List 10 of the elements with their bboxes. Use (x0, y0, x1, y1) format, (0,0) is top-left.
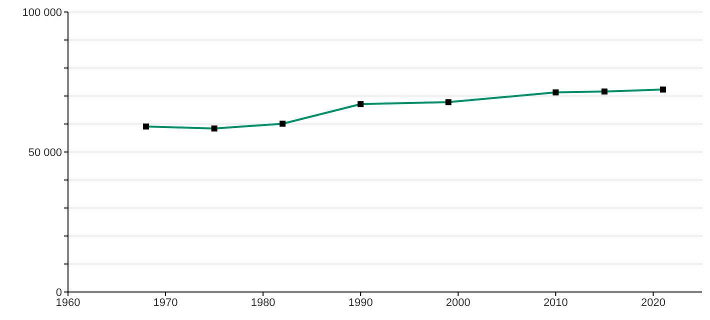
x-tick-label: 1990 (348, 296, 373, 309)
y-tick-label: 50 000 (28, 146, 62, 159)
x-tick-label: 2010 (543, 296, 568, 309)
y-tick-label: 100 000 (22, 6, 62, 19)
x-tick-label: 2020 (640, 296, 666, 309)
x-tick-label: 2000 (446, 296, 470, 309)
y-tick-label: 0 (56, 286, 62, 299)
x-tick-label: 1980 (250, 296, 276, 309)
x-tick-label: 1970 (153, 296, 178, 309)
x-tick-label: 1960 (56, 296, 80, 309)
